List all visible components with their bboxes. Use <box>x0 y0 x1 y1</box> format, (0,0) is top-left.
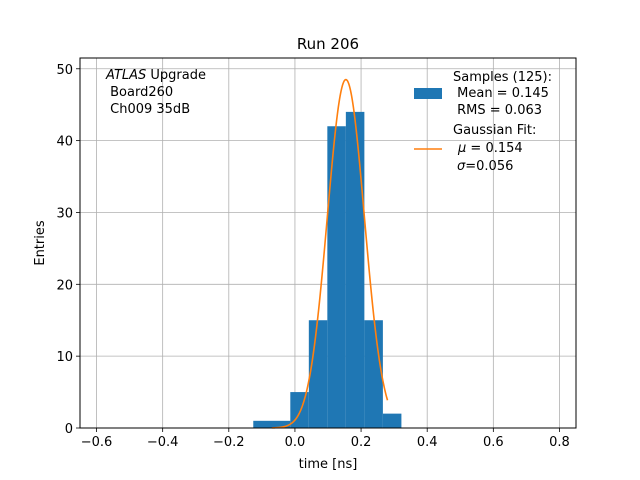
x-tick-label-5: 0.4 <box>417 435 438 450</box>
y-tick-label-1: 10 <box>56 350 73 365</box>
svg-text:ATLAS Upgrade: ATLAS Upgrade <box>105 68 206 83</box>
histogram-bar-0 <box>253 420 291 428</box>
legend-fit-mu-value: = 0.154 <box>466 141 522 156</box>
legend-samples-rms: RMS = 0.063 <box>453 103 542 118</box>
x-tick-label-6: 0.6 <box>483 435 504 450</box>
x-axis-ticks: −0.6 −0.4 −0.2 0.0 0.2 0.4 0.6 0.8 <box>81 428 570 450</box>
x-tick-label-3: 0.0 <box>285 435 306 450</box>
y-tick-label-5: 50 <box>56 63 73 78</box>
y-tick-label-0: 0 <box>65 422 73 437</box>
legend-samples-mean: Mean = 0.145 <box>453 86 549 101</box>
histogram-bar-5 <box>364 320 383 428</box>
y-tick-label-3: 30 <box>56 206 73 221</box>
annotation-channel: Ch009 35dB <box>106 102 190 117</box>
x-tick-label-7: 0.8 <box>549 435 570 450</box>
annotation-atlas: ATLAS <box>105 68 146 83</box>
y-tick-label-4: 40 <box>56 135 73 150</box>
x-tick-label-4: 0.2 <box>351 435 372 450</box>
histogram-bar-2 <box>308 320 328 428</box>
gaussian-fit-curve <box>271 78 389 429</box>
legend-fit-sigma-symbol: σ <box>457 159 466 174</box>
y-tick-label-2: 20 <box>56 278 73 293</box>
x-tick-label-0: −0.6 <box>81 435 113 450</box>
legend-fit-title: Gaussian Fit: <box>453 123 536 138</box>
x-tick-label-2: −0.2 <box>213 435 245 450</box>
legend: Samples (125): Mean = 0.145 RMS = 0.063 … <box>414 70 552 174</box>
legend-samples-title: Samples (125): <box>453 70 552 85</box>
annotation-board: Board260 <box>106 85 173 100</box>
svg-text:μ = 0.154: μ = 0.154 <box>457 141 523 156</box>
histogram-bars <box>253 111 402 429</box>
histogram-bar-4 <box>345 111 365 429</box>
histogram-bar-6 <box>382 413 402 428</box>
svg-text:σ=0.056: σ=0.056 <box>457 159 513 174</box>
annotation-upgrade: Upgrade <box>146 68 206 83</box>
legend-samples-patch <box>414 88 442 99</box>
x-axis-label: time [ns] <box>299 457 358 472</box>
y-axis-label: Entries <box>33 220 48 266</box>
plot-frame <box>79 57 577 429</box>
y-axis-ticks: 0 10 20 30 40 50 <box>56 63 80 437</box>
histogram-bar-3 <box>327 126 346 428</box>
legend-fit-sigma-value: =0.056 <box>465 159 513 174</box>
atlas-annotation: ATLAS Upgrade Board260 Ch009 35dB <box>105 68 206 117</box>
legend-fit-mu-symbol: μ <box>457 141 466 156</box>
chart-title: Run 206 <box>297 35 359 53</box>
x-tick-label-1: −0.4 <box>147 435 179 450</box>
